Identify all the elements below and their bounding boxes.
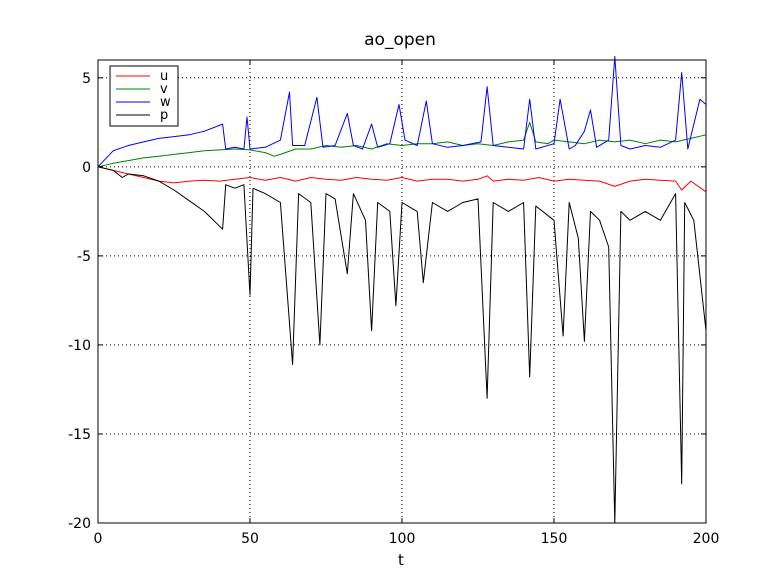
y-tick-label: 5 (82, 71, 91, 87)
y-tick-label: -5 (77, 249, 91, 265)
y-tick-label: 0 (82, 160, 91, 176)
plot-lines (97, 55, 707, 524)
plot-frame (97, 59, 707, 524)
y-tick-label: -15 (68, 427, 91, 443)
chart-title: ao_open (364, 30, 436, 50)
legend-label-p: p (160, 108, 168, 123)
y-tick-label: -20 (68, 516, 91, 532)
series-line-w (97, 55, 707, 168)
ticks: 0 50 100 150 200 -20 -15 -10 -5 0 5 (68, 60, 719, 547)
x-tick-label: 100 (389, 531, 416, 547)
x-tick-label: 200 (693, 531, 720, 547)
x-tick-label: 0 (94, 531, 103, 547)
legend-label-w: w (160, 95, 171, 110)
x-tick-label: 150 (541, 531, 568, 547)
grid (97, 60, 707, 524)
series-line-p (97, 166, 707, 524)
legend-label-u: u (160, 69, 168, 84)
legend-label-v: v (160, 82, 168, 97)
series-line-v (97, 121, 707, 168)
y-tick-label: -10 (68, 338, 91, 354)
x-tick-label: 50 (241, 531, 259, 547)
series-line-u (97, 166, 707, 193)
x-axis-label: t (398, 551, 404, 569)
